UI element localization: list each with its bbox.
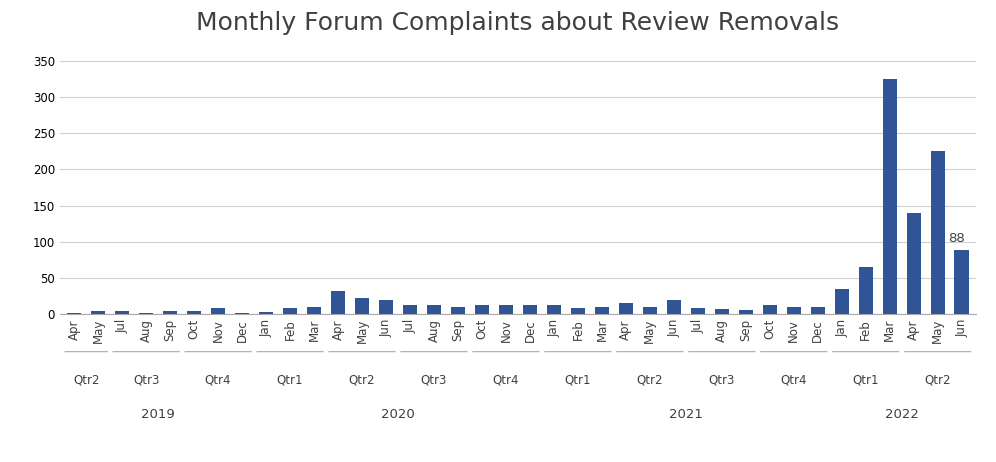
Bar	[930, 151, 945, 314]
Title: Monthly Forum Complaints about Review Removals: Monthly Forum Complaints about Review Re…	[196, 11, 840, 35]
Bar	[475, 305, 489, 314]
Bar	[642, 307, 657, 314]
Text: Qtr1: Qtr1	[565, 373, 592, 386]
Text: Qtr4: Qtr4	[205, 373, 231, 386]
Bar	[67, 313, 82, 314]
Bar	[211, 308, 225, 314]
Bar	[187, 310, 201, 314]
Bar	[619, 303, 633, 314]
Bar	[835, 289, 849, 314]
Text: 2022: 2022	[884, 408, 918, 421]
Bar	[906, 213, 921, 314]
Bar	[451, 307, 465, 314]
Bar	[91, 310, 106, 314]
Bar	[163, 310, 177, 314]
Text: 88: 88	[948, 231, 965, 245]
Text: Qtr2: Qtr2	[349, 373, 375, 386]
Bar	[523, 305, 537, 314]
Bar	[739, 310, 753, 314]
Text: Qtr4: Qtr4	[493, 373, 519, 386]
Bar	[426, 305, 441, 314]
Bar	[115, 310, 129, 314]
Bar	[283, 308, 297, 314]
Bar	[666, 300, 681, 314]
Text: 2020: 2020	[381, 408, 415, 421]
Bar	[499, 305, 513, 314]
Bar	[859, 267, 872, 314]
Text: Qtr2: Qtr2	[636, 373, 663, 386]
Bar	[307, 307, 322, 314]
Text: 2019: 2019	[141, 408, 175, 421]
Bar	[595, 307, 610, 314]
Text: Qtr4: Qtr4	[781, 373, 807, 386]
Text: Qtr3: Qtr3	[132, 373, 159, 386]
Bar	[571, 308, 585, 314]
Text: Qtr1: Qtr1	[853, 373, 879, 386]
Bar	[690, 308, 705, 314]
Bar	[714, 309, 729, 314]
Bar	[235, 313, 249, 314]
Text: Qtr2: Qtr2	[924, 373, 951, 386]
Text: 2021: 2021	[669, 408, 703, 421]
Bar	[331, 291, 346, 314]
Bar	[402, 305, 417, 314]
Bar	[378, 300, 393, 314]
Bar	[954, 250, 969, 314]
Bar	[882, 79, 897, 314]
Bar	[763, 305, 777, 314]
Bar	[259, 312, 273, 314]
Bar	[355, 298, 370, 314]
Bar	[547, 305, 561, 314]
Text: Qtr1: Qtr1	[277, 373, 304, 386]
Text: Qtr3: Qtr3	[708, 373, 735, 386]
Text: Qtr2: Qtr2	[73, 373, 100, 386]
Bar	[811, 307, 825, 314]
Text: Qtr3: Qtr3	[420, 373, 447, 386]
Bar	[138, 313, 153, 314]
Bar	[787, 307, 801, 314]
